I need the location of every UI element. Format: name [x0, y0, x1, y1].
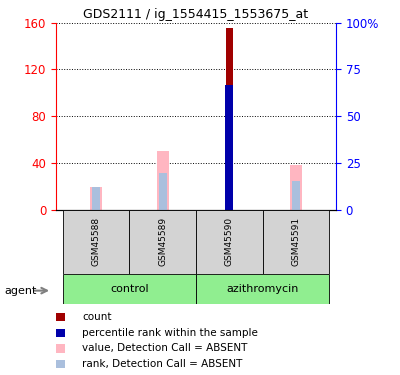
Bar — [90, 187, 102, 210]
Text: agent: agent — [4, 286, 36, 296]
Text: rank, Detection Call = ABSENT: rank, Detection Call = ABSENT — [82, 359, 242, 369]
Bar — [226, 28, 233, 210]
Bar — [196, 210, 263, 274]
Bar — [159, 172, 167, 210]
Bar — [129, 210, 196, 274]
Bar — [196, 274, 329, 304]
Bar — [92, 187, 100, 210]
Bar — [225, 85, 233, 210]
Bar — [292, 181, 300, 210]
Text: azithromycin: azithromycin — [226, 284, 299, 294]
Bar — [263, 210, 329, 274]
Bar — [290, 165, 302, 210]
Text: control: control — [110, 284, 149, 294]
Text: GSM45589: GSM45589 — [158, 217, 167, 266]
Text: GSM45591: GSM45591 — [292, 217, 300, 266]
Text: percentile rank within the sample: percentile rank within the sample — [82, 328, 258, 338]
Text: count: count — [82, 312, 112, 322]
Text: GSM45590: GSM45590 — [225, 217, 234, 266]
Bar — [157, 152, 169, 210]
Bar — [63, 274, 196, 304]
Title: GDS2111 / ig_1554415_1553675_at: GDS2111 / ig_1554415_1553675_at — [84, 8, 308, 21]
Bar — [63, 210, 129, 274]
Text: GSM45588: GSM45588 — [92, 217, 100, 266]
Text: value, Detection Call = ABSENT: value, Detection Call = ABSENT — [82, 344, 247, 353]
